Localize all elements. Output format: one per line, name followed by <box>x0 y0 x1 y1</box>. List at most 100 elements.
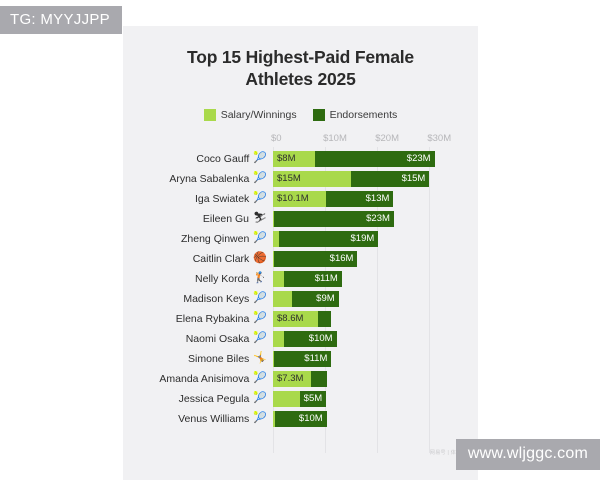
bar-value-endorsements: $10M <box>308 333 333 345</box>
attribution-text: 网易号 | 体育风云 <box>429 450 472 456</box>
bar-row: Aryna Sabalenka 🎾 $15M $15M <box>123 169 478 189</box>
athlete-label: Nelly Korda 🏌 <box>123 273 273 285</box>
legend-swatch-icon <box>203 108 216 121</box>
athlete-label: Eileen Gu ⛷ <box>123 213 273 225</box>
athlete-name: Naomi Osaka <box>185 332 250 345</box>
bar-segment-salary <box>273 230 280 247</box>
bar-row: Iga Swiatek 🎾 $10.1M $13M <box>123 189 478 209</box>
bar-segment-endorsements <box>317 310 332 327</box>
stacked-bar: $10M <box>273 330 337 347</box>
skier-icon: ⛷ <box>253 212 267 225</box>
bar-value-endorsements: $16M <box>329 253 354 265</box>
chart-card: Top 15 Highest-Paid Female Athletes 2025… <box>123 26 478 480</box>
bar-value-salary: $8M <box>277 153 296 165</box>
basketball-icon: 🏀 <box>253 252 267 265</box>
bar-segment-endorsements <box>311 370 328 387</box>
bar-segment-endorsements: $9M <box>291 290 339 307</box>
stacked-bar: $23M <box>273 210 394 227</box>
bar-row: Eileen Gu ⛷ $23M <box>123 209 478 229</box>
bar-segment-salary <box>273 210 275 227</box>
bar-segment-endorsements: $10M <box>274 410 327 427</box>
stacked-bar: $11M <box>273 270 342 287</box>
tennis-ball-icon: 🎾 <box>253 392 267 405</box>
tennis-ball-icon: 🎾 <box>253 312 267 325</box>
bar-value-salary: $10.1M <box>277 193 309 205</box>
tennis-ball-icon: 🎾 <box>253 232 267 245</box>
athlete-label: Coco Gauff 🎾 <box>123 153 273 165</box>
athlete-name: Eileen Gu <box>202 212 250 225</box>
bar-row: Amanda Anisimova 🎾 $7.3M <box>123 369 478 389</box>
legend-label: Salary/Winnings <box>220 108 297 121</box>
bar-segment-salary <box>273 390 301 407</box>
gymnast-icon: 🤸 <box>253 352 267 365</box>
bar-value-endorsements: $5M <box>303 393 323 405</box>
chart-legend: Salary/Winnings Endorsements <box>123 108 478 121</box>
stacked-bar: $11M <box>273 350 332 367</box>
athlete-label: Caitlin Clark 🏀 <box>123 253 273 265</box>
bar-row: Zheng Qinwen 🎾 $19M <box>123 229 478 249</box>
x-axis-ticks: $0 $10M $20M $30M <box>123 133 478 147</box>
bar-row: Coco Gauff 🎾 $8M $23M <box>123 149 478 169</box>
bar-segment-endorsements: $11M <box>284 270 342 287</box>
gridline <box>377 146 379 453</box>
bar-value-endorsements: $9M <box>316 293 335 305</box>
legend-label: Endorsements <box>329 108 398 121</box>
bar-value-endorsements: $23M <box>406 153 431 165</box>
tennis-ball-icon: 🎾 <box>253 192 267 205</box>
athlete-name: Amanda Anisimova <box>159 372 250 385</box>
bar-row: Nelly Korda 🏌 $11M <box>123 269 478 289</box>
page-title: Top 15 Highest-Paid Female Athletes 2025 <box>187 47 414 90</box>
tennis-ball-icon: 🎾 <box>253 292 267 305</box>
athlete-name: Venus Williams <box>178 412 250 425</box>
stacked-bar: $10M <box>273 410 327 427</box>
bar-segment-salary <box>273 410 275 427</box>
bar-value-endorsements: $11M <box>314 273 338 285</box>
x-axis-tick-label: $20M <box>375 132 399 144</box>
athlete-label: Jessica Pegula 🎾 <box>123 393 273 405</box>
athlete-name: Coco Gauff <box>196 152 250 165</box>
tennis-ball-icon: 🎾 <box>253 332 267 345</box>
tennis-ball-icon: 🎾 <box>253 372 267 385</box>
bar-rows: Coco Gauff 🎾 $8M $23M Aryna Sabalenka 🎾 $15M $1… <box>123 149 478 453</box>
athlete-label: Amanda Anisimova 🎾 <box>123 373 273 385</box>
tennis-ball-icon: 🎾 <box>253 152 267 165</box>
athlete-name: Caitlin Clark <box>192 252 250 265</box>
athlete-name: Iga Swiatek <box>195 192 250 205</box>
stacked-bar: $5M <box>273 390 327 407</box>
bar-segment-endorsements: $11M <box>274 350 332 367</box>
bar-segment-salary: $10.1M <box>273 190 326 207</box>
golfer-icon: 🏌 <box>253 272 267 285</box>
bar-value-endorsements: $23M <box>366 213 390 225</box>
athlete-label: Iga Swiatek 🎾 <box>123 193 273 205</box>
bar-value-salary: $15M <box>277 173 301 185</box>
bar-row: Jessica Pegula 🎾 $5M <box>123 389 478 409</box>
bar-segment-salary <box>273 330 285 347</box>
bar-segment-salary <box>273 250 275 267</box>
bar-segment-endorsements: $13M <box>325 190 394 207</box>
tennis-ball-icon: 🎾 <box>253 172 267 185</box>
bar-value-salary: $8.6M <box>277 313 304 325</box>
bar-segment-salary: $8.6M <box>273 310 318 327</box>
bar-row: Madison Keys 🎾 $9M <box>123 289 478 309</box>
athlete-name: Zheng Qinwen <box>181 232 250 245</box>
athlete-label: Elena Rybakina 🎾 <box>123 313 273 325</box>
stacked-bar: $9M <box>273 290 339 307</box>
bar-row: Elena Rybakina 🎾 $8.6M <box>123 309 478 329</box>
bar-row: Venus Williams 🎾 $10M <box>123 409 478 429</box>
bar-segment-endorsements: $23M <box>274 210 394 227</box>
athlete-name: Simone Biles <box>188 352 250 365</box>
athlete-name: Elena Rybakina <box>175 312 250 325</box>
legend-item: Endorsements <box>312 108 398 121</box>
bar-value-endorsements: $19M <box>350 233 375 245</box>
bar-value-endorsements: $13M <box>365 193 390 205</box>
athlete-name: Aryna Sabalenka <box>169 172 250 185</box>
telegram-tag-overlay: TG: MYYJJPP <box>0 6 122 34</box>
bar-segment-salary <box>273 290 292 307</box>
bar-segment-endorsements: $5M <box>300 390 327 407</box>
athlete-name: Nelly Korda <box>195 272 250 285</box>
bar-row: Simone Biles 🤸 $11M <box>123 349 478 369</box>
athlete-label: Simone Biles 🤸 <box>123 353 273 365</box>
athlete-label: Madison Keys 🎾 <box>123 293 273 305</box>
stacked-bar: $16M <box>273 250 358 267</box>
x-axis-tick-label: $10M <box>323 132 347 144</box>
